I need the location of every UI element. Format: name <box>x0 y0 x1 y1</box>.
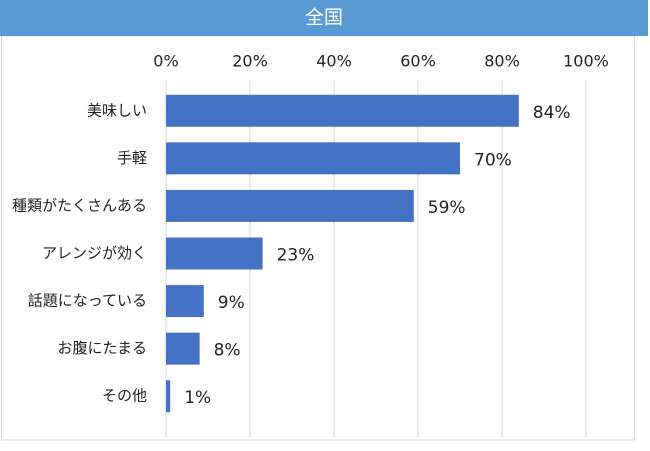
x-tick-label: 0% <box>153 52 178 71</box>
chart-title: 全国 <box>305 7 343 29</box>
x-tick-label: 40% <box>316 52 352 71</box>
value-label: 70% <box>474 150 512 170</box>
value-label: 8% <box>214 341 241 361</box>
title-band <box>0 0 648 36</box>
y-tick-label: お腹にたまる <box>57 339 147 357</box>
bar <box>166 285 204 318</box>
y-tick-label: 種類がたくさんある <box>12 196 147 214</box>
y-tick-label: 美味しい <box>87 101 147 119</box>
bar <box>166 237 263 270</box>
bar <box>166 332 200 365</box>
y-tick-label: アレンジが効く <box>42 244 147 262</box>
y-tick-label: 話題になっている <box>28 292 147 310</box>
x-tick-label: 20% <box>232 52 268 71</box>
value-label: 59% <box>428 198 466 218</box>
bar <box>166 142 460 175</box>
value-label: 1% <box>184 388 211 408</box>
bar <box>166 189 414 222</box>
value-label: 9% <box>218 293 245 313</box>
x-tick-label: 80% <box>484 52 520 71</box>
x-tick-label: 100% <box>563 52 609 71</box>
bar <box>166 94 519 127</box>
value-label: 84% <box>533 103 571 123</box>
y-tick-label: 手軽 <box>117 149 147 167</box>
value-label: 23% <box>277 246 315 266</box>
x-tick-label: 60% <box>400 52 436 71</box>
y-tick-label: その他 <box>102 387 147 405</box>
bar <box>166 380 171 413</box>
